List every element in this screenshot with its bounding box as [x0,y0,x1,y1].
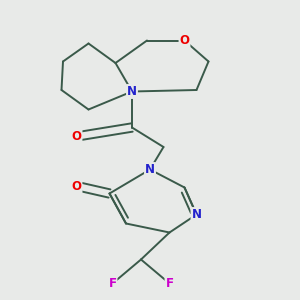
Text: N: N [127,85,137,98]
Text: N: N [145,163,155,176]
Text: F: F [109,277,116,290]
Text: F: F [166,277,173,290]
Text: O: O [179,34,190,47]
Text: O: O [71,179,82,193]
Text: O: O [71,130,82,143]
Text: N: N [191,208,202,221]
